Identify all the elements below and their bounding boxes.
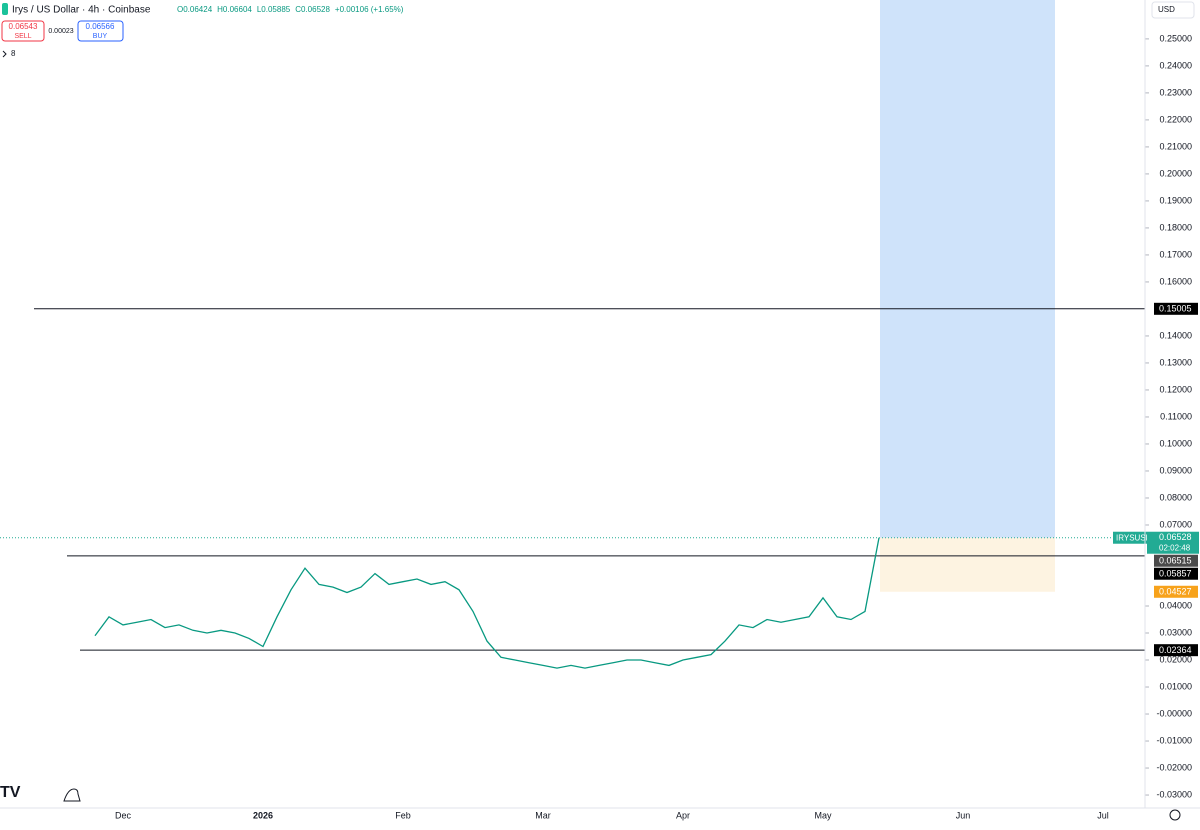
y-tick-label: -0.02000 (1156, 762, 1192, 772)
y-tick-label: 0.17000 (1159, 249, 1192, 259)
ohlc-value: O0.06424 (177, 5, 213, 14)
y-tick-label: 0.11000 (1160, 411, 1192, 421)
y-tick-label: -0.00000 (1156, 708, 1192, 718)
ohlc-value: L0.05885 (257, 5, 291, 14)
x-tick-label: Mar (535, 810, 551, 820)
price-badge (1154, 302, 1198, 315)
y-tick-label: -0.03000 (1156, 789, 1192, 799)
y-tick-label: 0.12000 (1159, 384, 1192, 394)
price-badge (1154, 554, 1198, 567)
symbol-title[interactable]: Irys / US Dollar · 4h · Coinbase (12, 5, 151, 16)
price-badge (1154, 585, 1198, 598)
countdown: 02:02:48 (1159, 543, 1191, 552)
ohlc-value: C0.06528 (295, 5, 330, 14)
y-tick-label: 0.13000 (1159, 357, 1192, 367)
y-tick-label: 0.22000 (1159, 114, 1192, 124)
ohlc-value: +0.00106 (+1.65%) (335, 5, 404, 14)
y-tick-label: 0.18000 (1159, 222, 1192, 232)
last-price-label: 0.06528 (1159, 532, 1192, 542)
y-tick-label: 0.02000 (1159, 654, 1192, 664)
symbol-badge (1113, 531, 1147, 544)
price-badge-label: 0.06515 (1159, 556, 1192, 566)
price-badge (1154, 567, 1198, 580)
x-tick-label: 2026 (253, 810, 273, 820)
x-tick-label: Jun (956, 810, 971, 820)
symbol-badge-label: IRYSUSD (1116, 533, 1152, 542)
ohlc: O0.06424 H0.06604 L0.05885 C0.06528 +0.00106… (177, 5, 404, 14)
price-badge-label: 0.05857 (1159, 569, 1192, 579)
price-badge-label: 0.15005 (1159, 304, 1192, 314)
y-tick-label: 0.10000 (1159, 438, 1192, 448)
currency-button[interactable] (1151, 1, 1195, 19)
y-tick-label: 0.23000 (1159, 87, 1192, 97)
price-badge-label: 0.04527 (1159, 587, 1192, 597)
spread: 0.00023 (48, 28, 73, 35)
y-tick-label: 0.16000 (1159, 276, 1192, 286)
settings-icon[interactable] (1169, 809, 1181, 821)
y-tick-label: 0.01000 (1159, 681, 1192, 691)
x-tick-label: Jul (1097, 810, 1109, 820)
buy-label: BUY (93, 33, 108, 40)
x-tick-label: Apr (676, 810, 690, 820)
price-line (94, 537, 880, 669)
symbol-logo (2, 3, 8, 15)
y-tick-label: 0.24000 (1159, 60, 1192, 70)
y-tick-label: 0.07000 (1159, 519, 1192, 529)
y-tick-label: 0.04000 (1159, 600, 1192, 610)
x-tick-label: Feb (395, 810, 411, 820)
y-tick-label: 0.19000 (1159, 195, 1192, 205)
brand-logo: TV (0, 784, 21, 801)
y-tick-label: -0.01000 (1156, 735, 1192, 745)
sell-label: SELL (14, 33, 31, 40)
position-target (880, 0, 1055, 538)
replay-icon[interactable] (63, 788, 81, 802)
y-tick-label: 0.08000 (1159, 492, 1192, 502)
price-badge-label: 0.02364 (1159, 645, 1192, 655)
position-risk (880, 537, 1055, 592)
indicators-toggle[interactable] (2, 50, 7, 58)
buy-price: 0.06566 (86, 22, 115, 31)
sell-price: 0.06543 (9, 22, 38, 31)
y-tick-label: 0.14000 (1159, 330, 1192, 340)
y-tick-label: 0.03000 (1159, 627, 1192, 637)
sell-button[interactable] (1, 20, 45, 42)
y-tick-label: 0.25000 (1159, 33, 1192, 43)
indicator-count: 8 (11, 49, 16, 58)
y-tick-label: 0.09000 (1159, 465, 1192, 475)
buy-button[interactable] (77, 20, 124, 42)
x-tick-label: Dec (115, 810, 132, 820)
x-tick-label: May (814, 810, 832, 820)
currency: USD (1158, 5, 1175, 14)
price-badge (1154, 644, 1198, 657)
last-price-badge (1147, 531, 1199, 554)
ohlc-value: H0.06604 (217, 5, 252, 14)
y-tick-label: 0.21000 (1159, 141, 1192, 151)
y-tick-label: 0.20000 (1159, 168, 1192, 178)
